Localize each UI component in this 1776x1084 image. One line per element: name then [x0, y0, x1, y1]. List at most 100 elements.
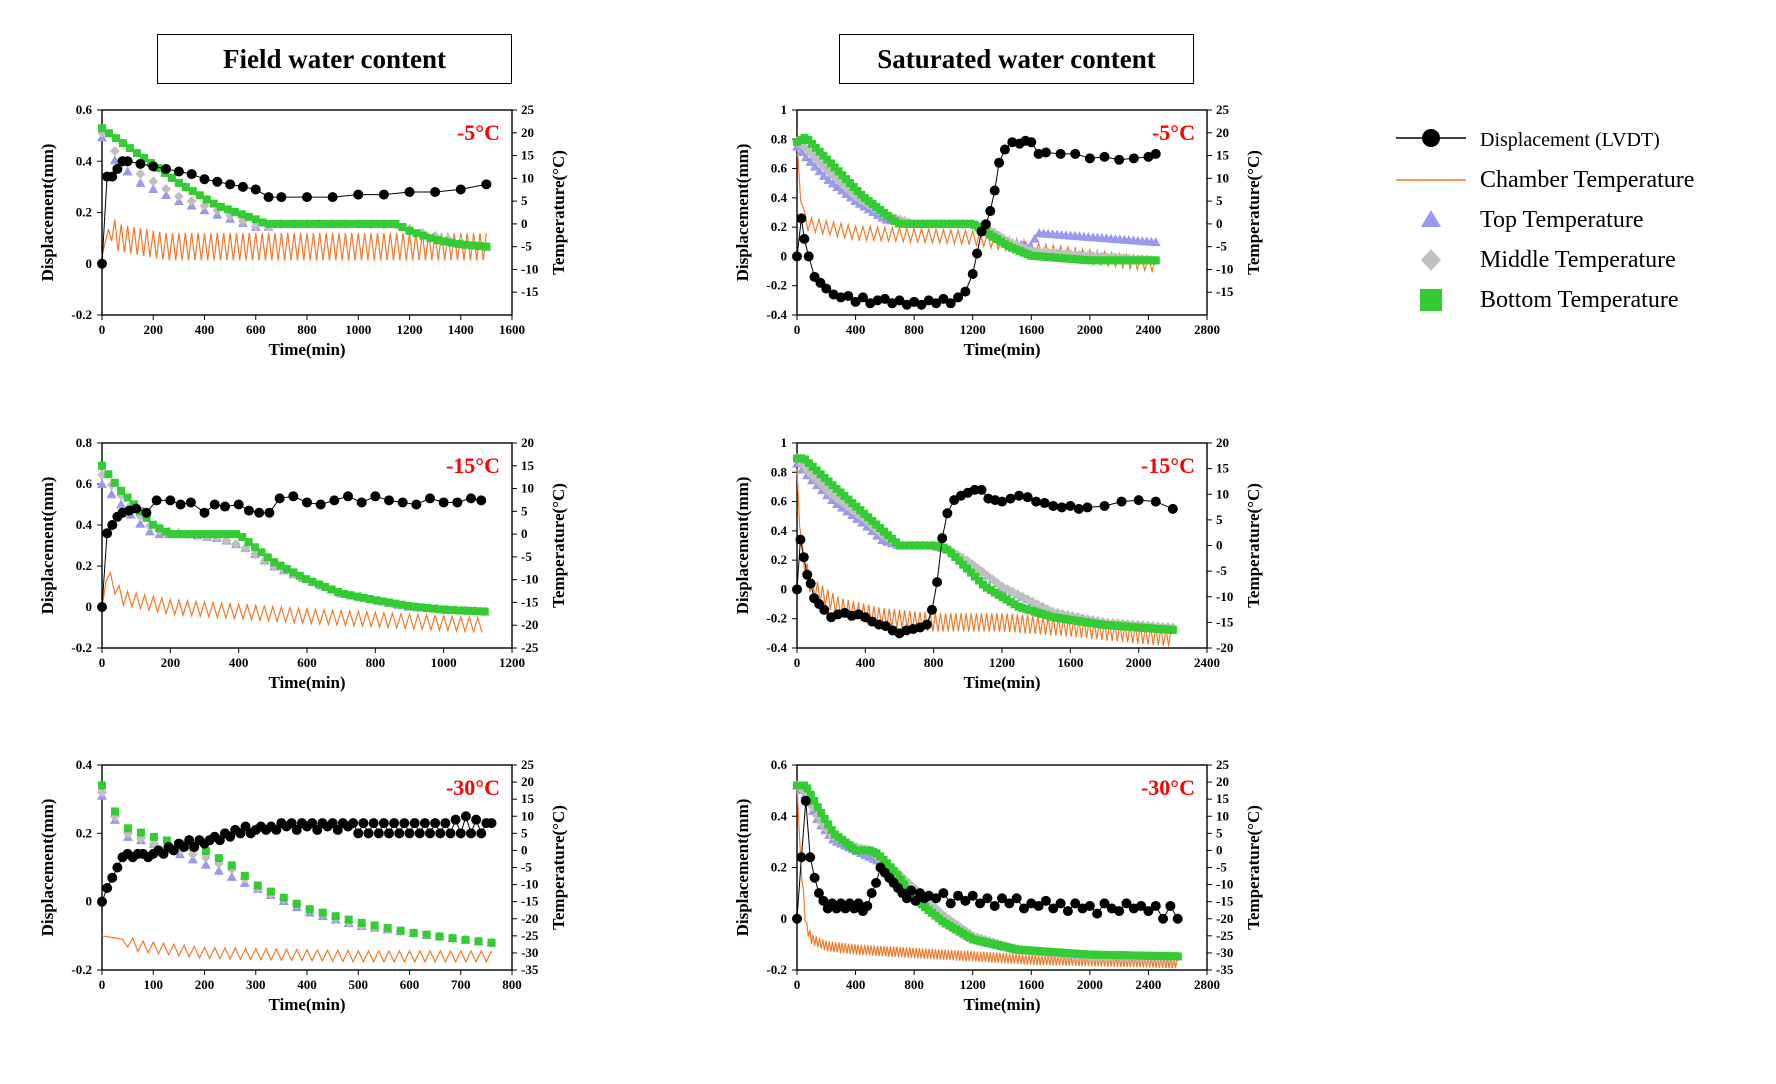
displacement-point — [168, 845, 179, 856]
x-tick-label: 600 — [246, 322, 266, 337]
bottom-temperature-point — [391, 219, 400, 228]
bottom-temperature-point — [357, 918, 366, 927]
top-temperature-point — [109, 155, 120, 165]
bottom-temperature-point — [295, 571, 304, 580]
y2-tick-label: 20 — [521, 774, 534, 789]
displacement-point — [1099, 898, 1110, 909]
legend: Displacement (LVDT) Chamber Temperature … — [1396, 120, 1766, 320]
displacement-point — [938, 888, 949, 899]
displacement-point — [879, 293, 890, 304]
displacement-point — [916, 299, 927, 310]
displacement-point — [1172, 913, 1183, 924]
displacement-point — [798, 552, 809, 563]
bottom-temperature-point — [270, 558, 279, 567]
top-temperature-point — [97, 479, 107, 488]
y2-tick-label: -35 — [521, 962, 539, 977]
displacement-point — [286, 818, 297, 829]
y-axis-label: Displacement(mm) — [38, 144, 57, 282]
displacement-point — [1026, 137, 1037, 148]
displacement-point — [332, 824, 343, 835]
bottom-temperature-point — [231, 530, 240, 539]
displacement-point — [1033, 900, 1044, 911]
displacement-point — [1158, 913, 1169, 924]
bottom-temperature-point — [346, 591, 355, 600]
displacement-point — [250, 184, 261, 195]
y-tick-label: 0 — [86, 894, 93, 909]
y2-axis-label: Temperature(°C) — [549, 483, 568, 608]
bottom-temperature-point — [482, 242, 491, 251]
displacement-point — [937, 533, 948, 544]
y2-tick-label: 15 — [521, 148, 535, 163]
bottom-temperature-point — [244, 212, 253, 221]
y-tick-label: 0.2 — [771, 219, 787, 234]
x-tick-label: 2400 — [1194, 655, 1220, 670]
y2-tick-label: 15 — [521, 791, 535, 806]
y2-tick-label: -5 — [1216, 860, 1227, 875]
bottom-temperature-point — [240, 871, 249, 880]
displacement-point — [397, 497, 408, 508]
bottom-temperature-point — [359, 593, 368, 602]
y-tick-label: 0.2 — [76, 825, 92, 840]
displacement-point — [399, 818, 410, 829]
bottom-temperature-point — [282, 564, 291, 573]
y-tick-label: 0.4 — [76, 153, 93, 168]
legend-item-top: Top Temperature — [1396, 200, 1766, 240]
bottom-temperature-point — [272, 219, 281, 228]
displacement-point — [235, 828, 246, 839]
top-temperature-point — [1150, 237, 1161, 247]
bottom-temperature-point — [167, 173, 176, 182]
y-tick-label: 0.6 — [771, 161, 788, 176]
temperature-condition-label: -5°C — [457, 120, 500, 145]
bottom-temperature-point — [433, 236, 442, 245]
x-tick-label: 400 — [297, 977, 317, 992]
top-temperature-point — [841, 188, 852, 198]
y-tick-label: 0.4 — [76, 757, 93, 772]
displacement-point — [989, 185, 1000, 196]
bottom-temperature-point — [447, 238, 456, 247]
y-tick-label: 0.4 — [771, 808, 788, 823]
bottom-temperature-point — [187, 530, 196, 539]
bottom-temperature-point — [396, 926, 405, 935]
bottom-temperature-point — [404, 601, 413, 610]
x-tick-label: 2000 — [1126, 655, 1152, 670]
top-temperature-point — [106, 489, 117, 499]
bottom-temperature-point — [230, 207, 239, 216]
bottom-temperature-point — [111, 134, 120, 143]
x-tick-label: 800 — [366, 655, 386, 670]
bottom-temperature-point — [302, 575, 311, 584]
y2-tick-label: -10 — [521, 261, 538, 276]
displacement-point — [288, 491, 299, 502]
middle-temperature-point — [200, 852, 211, 863]
displacement-point — [857, 292, 868, 303]
bottom-temperature-point — [162, 836, 171, 845]
y-tick-label: 0.8 — [771, 131, 788, 146]
displacement-point — [189, 842, 200, 852]
y-tick-label: 0.2 — [771, 552, 787, 567]
displacement-point — [404, 828, 415, 839]
displacement-point — [931, 893, 942, 904]
top-temperature-point — [832, 181, 843, 191]
displacement-point — [976, 226, 987, 237]
y2-tick-label: -5 — [521, 239, 532, 254]
series-chamber-temperature — [796, 782, 1178, 969]
bottom-temperature-point — [398, 222, 407, 231]
displacement-point — [1143, 906, 1154, 917]
y2-tick-label: 5 — [1216, 825, 1223, 840]
bottom-temperature-point — [292, 899, 301, 908]
displacement-point — [926, 604, 937, 615]
displacement-point — [165, 495, 176, 506]
displacement-point — [209, 499, 220, 510]
bottom-temperature-point — [377, 219, 386, 228]
y2-axis-label: Temperature(°C) — [1244, 805, 1263, 930]
y-tick-label: 0 — [781, 581, 788, 596]
displacement-point — [225, 179, 236, 190]
displacement-point — [450, 814, 461, 825]
y-tick-label: 0.6 — [771, 757, 788, 772]
middle-temperature-point — [148, 838, 159, 849]
displacement-point — [112, 862, 123, 873]
displacement-point — [102, 883, 113, 893]
temperature-condition-label: -30°C — [1141, 775, 1195, 800]
displacement-point — [1031, 496, 1042, 507]
x-tick-label: 1000 — [431, 655, 457, 670]
displacement-point — [1040, 147, 1051, 158]
